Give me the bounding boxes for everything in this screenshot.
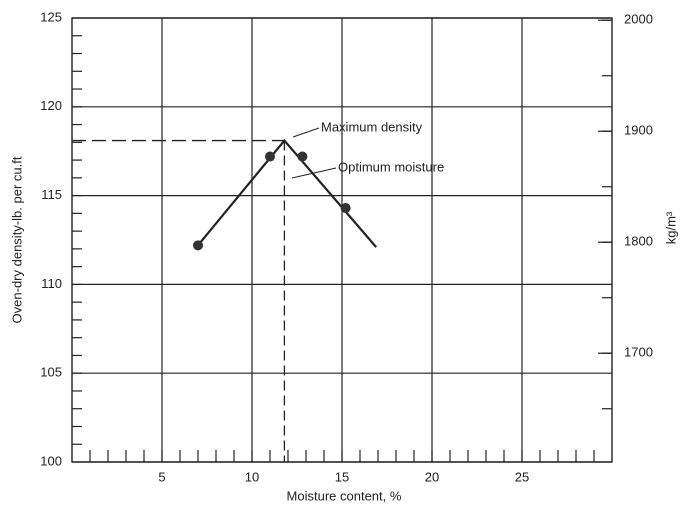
y-axis-label: Oven-dry density-lb. per cu.ft	[9, 156, 24, 323]
x-tick-label: 20	[425, 469, 439, 484]
y2-tick-label: 1800	[624, 234, 653, 249]
y-tick-label: 110	[41, 276, 62, 291]
y-tick-label: 105	[40, 365, 62, 380]
data-point	[297, 151, 308, 162]
annotation-arrow	[292, 127, 320, 138]
curve	[197, 138, 378, 248]
y-tick-label: 125	[40, 9, 62, 24]
data-point	[193, 240, 203, 251]
data-point	[340, 203, 351, 214]
y-tick-label: 120	[40, 98, 62, 113]
y-tick-label: 115	[41, 187, 62, 202]
x-tick-label: 10	[245, 469, 259, 484]
annotation-arrow	[291, 167, 337, 179]
y2-tick-label: 2000	[624, 12, 653, 27]
x-tick-label: 15	[335, 469, 349, 484]
annotation: Optimum moisture	[338, 159, 444, 174]
data-point	[265, 151, 275, 162]
x-tick-label: 5	[158, 469, 165, 484]
y2-tick-label: 1900	[624, 123, 653, 138]
y2-tick-label: 1700	[624, 345, 653, 360]
y2-axis-label: kg/m³	[663, 211, 678, 244]
y-tick-label: 100	[40, 453, 62, 468]
x-axis-label: Moisture content, %	[287, 488, 402, 503]
annotation: Maximum density	[321, 119, 423, 134]
x-tick-label: 25	[515, 469, 529, 484]
